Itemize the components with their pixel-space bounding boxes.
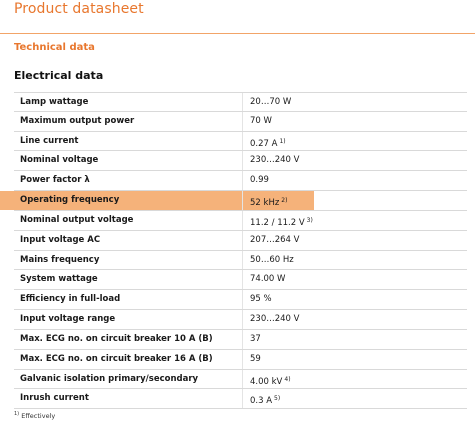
column-divider <box>242 151 243 171</box>
table-row: Max. ECG no. on circuit breaker 16 A (B)… <box>14 349 467 370</box>
column-divider <box>242 329 243 349</box>
row-value: 0.3 A 5) <box>250 395 281 407</box>
table-row: Input voltage AC 207…264 V <box>14 230 467 251</box>
row-value: 59 <box>250 353 261 364</box>
column-divider <box>242 230 243 250</box>
column-divider <box>242 369 243 389</box>
electrical-data-table: Lamp wattage 20…70 W Maximum output powe… <box>0 92 467 410</box>
column-divider <box>242 93 243 111</box>
document-title: Product datasheet <box>14 1 144 17</box>
table-row: Line current 0.27 A 1) <box>14 131 467 152</box>
column-divider <box>242 389 243 409</box>
row-value: 0.99 <box>250 175 269 186</box>
column-divider <box>242 191 243 210</box>
row-label: Maximum output power <box>20 115 135 126</box>
table-row: System wattage 74.00 W <box>14 270 467 291</box>
row-label: Max. ECG no. on circuit breaker 16 A (B) <box>20 353 213 364</box>
row-label: Line current <box>20 135 79 146</box>
row-label: Max. ECG no. on circuit breaker 10 A (B) <box>20 333 213 344</box>
table-row-highlighted: Operating frequency 52 kHz 2) <box>0 191 467 211</box>
footnote-marker: 1) <box>14 411 20 417</box>
table-row: Power factor λ 0.99 <box>14 171 467 192</box>
section-heading: Electrical data <box>14 69 104 82</box>
row-label: Power factor λ <box>20 175 90 186</box>
row-label: System wattage <box>20 274 98 285</box>
row-label: Nominal voltage <box>20 155 99 166</box>
footnote-ref: 3) <box>306 216 313 224</box>
footnote-ref: 2) <box>281 197 288 205</box>
column-divider <box>242 290 243 310</box>
column-divider <box>242 250 243 270</box>
column-divider <box>242 111 243 131</box>
column-divider <box>242 131 243 151</box>
column-divider <box>242 210 243 230</box>
table-row: Nominal voltage 230…240 V <box>14 151 467 172</box>
row-value: 4.00 kV 4) <box>250 375 291 387</box>
row-value: 0.27 A 1) <box>250 137 286 149</box>
footnote: 1) Effectively <box>14 411 55 420</box>
row-label: Input voltage range <box>20 314 116 325</box>
footnote-ref: 5) <box>274 395 281 403</box>
column-divider <box>242 310 243 329</box>
row-value: 230…240 V <box>250 155 300 166</box>
column-divider <box>242 171 243 191</box>
row-value: 50…60 Hz <box>250 254 294 265</box>
subsection-title: Technical data <box>14 42 95 53</box>
table-row: Lamp wattage 20…70 W <box>14 92 467 112</box>
row-value: 52 kHz 2) <box>250 197 288 209</box>
row-value: 20…70 W <box>250 97 292 107</box>
row-value: 70 W <box>250 115 272 126</box>
column-divider <box>242 270 243 290</box>
row-label: Mains frequency <box>20 254 100 265</box>
row-value: 230…240 V <box>250 314 300 325</box>
column-divider <box>242 349 243 369</box>
row-value: 74.00 W <box>250 274 286 285</box>
row-value: 11.2 / 11.2 V 3) <box>250 216 313 228</box>
table-row: Max. ECG no. on circuit breaker 10 A (B)… <box>14 329 467 350</box>
footnote-ref: 1) <box>279 137 286 145</box>
row-highlight <box>0 191 314 210</box>
table-row: Inrush current 0.3 A 5) <box>14 389 467 410</box>
row-label: Lamp wattage <box>20 97 89 107</box>
row-value: 37 <box>250 333 261 344</box>
row-label: Galvanic isolation primary/secondary <box>20 373 199 384</box>
row-value: 207…264 V <box>250 234 300 245</box>
row-label: Inrush current <box>20 393 89 404</box>
row-label: Efficiency in full-load <box>20 294 121 305</box>
row-label: Operating frequency <box>20 195 120 206</box>
table-row: Mains frequency 50…60 Hz <box>14 250 467 271</box>
row-label: Nominal output voltage <box>20 214 134 225</box>
table-row: Galvanic isolation primary/secondary 4.0… <box>14 369 467 390</box>
row-label: Input voltage AC <box>20 234 101 245</box>
footnote-text: Effectively <box>21 412 56 420</box>
footnote-ref: 4) <box>284 375 291 383</box>
table-row: Input voltage range 230…240 V <box>14 310 467 330</box>
table-row: Nominal output voltage 11.2 / 11.2 V 3) <box>14 210 467 231</box>
table-row: Efficiency in full-load 95 % <box>14 290 467 311</box>
header-divider <box>0 33 475 34</box>
table-row: Maximum output power 70 W <box>14 111 467 132</box>
row-value: 95 % <box>250 294 272 305</box>
